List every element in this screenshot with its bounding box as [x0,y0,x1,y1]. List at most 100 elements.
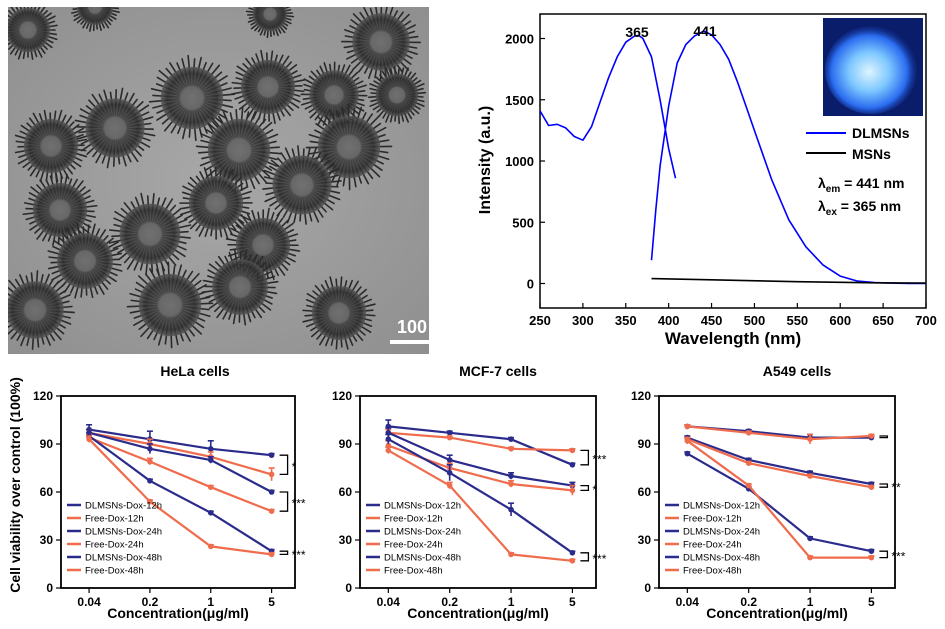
viability-point [147,446,153,452]
spectrum-y-tick-label: 1000 [505,154,534,169]
viability-point [807,535,813,542]
viability-point [508,481,514,487]
viability-point [508,436,514,443]
viability-point [508,551,514,558]
tem-particle [22,172,98,248]
viability-point [446,430,453,436]
viability-point [807,436,813,443]
viability-legend-label: DLMSNs-Dox-24h [85,527,162,538]
viability-series-line [88,435,273,553]
viability-series-line [686,452,872,553]
tem-particle [230,49,306,125]
viability-legend-label: Free-Dox-48h [384,566,443,577]
viability-x-tick-label: 0.04 [377,595,401,609]
tem-particle [108,192,192,276]
spectrum-x-tick-label: 500 [744,313,766,328]
tem-particle [8,7,58,60]
significance-bracket [580,552,590,562]
viability-point [569,447,576,454]
viability-legend-label: DLMSNs-Dox-48h [683,553,760,564]
viability-point [807,554,813,561]
viability-legend-label: DLMSNs-Dox-12h [85,501,162,512]
spectrum-y-tick-label: 500 [512,215,534,230]
viability-y-tick-label: 60 [40,485,54,499]
viability-point [868,433,875,439]
spectrum-x-tick-label: 550 [786,313,808,328]
significance-label: *** [592,453,606,467]
viability-point [207,446,214,452]
tem-particle [148,54,236,142]
viability-series-line [387,431,573,487]
viability-series-line [88,431,272,476]
spectrum-x-tick-label: 700 [915,313,937,328]
tem-particle [74,87,156,169]
viability-series-line [88,436,273,513]
viability-point [446,470,453,476]
spectrum-x-tick-label: 650 [872,313,894,328]
viability-x-tick-label: 0.2 [441,595,458,609]
viability-point [569,487,576,494]
spectrum-peak-label-1: 365 [625,24,649,40]
lambda-ex-label: λex = 365 nm [818,198,901,218]
significance-label: *** [592,552,606,566]
viability-legend-label: Free-Dox-24h [683,540,742,551]
inset-glow [825,26,917,114]
significance-bracket [879,550,889,559]
significance-bracket [279,491,289,512]
viability-x-tick-label: 5 [569,595,576,609]
viability-legend-label: DLMSNs-Dox-12h [683,501,760,512]
viability-y-tick-label: 30 [40,533,54,547]
viability-point [268,508,275,514]
viability-legend-label: DLMSNs-Dox-48h [384,553,461,564]
viability-y-tick-label: 120 [33,389,53,403]
viability-x-tick-label: 1 [807,595,814,609]
viability-legend-label: Free-Dox-24h [384,540,443,551]
viability-x-tick-label: 0.04 [676,595,700,609]
viability-series-line [687,425,872,441]
viability-y-tick-label: 30 [339,533,353,547]
viability-series-line [88,431,273,493]
viability-series-line [387,449,573,562]
viability-point [446,457,453,463]
viability-y-tick-label: 90 [40,437,54,451]
significance-bracket [879,435,889,439]
viability-point [868,548,875,554]
viability-point [684,423,691,430]
significance-label: *** [891,549,905,563]
viability-series-line [388,425,573,466]
viability-legend-label: Free-Dox-48h [683,566,742,577]
viability-point [569,462,576,468]
viability-panel: MCF-7 cells Concentration(μg/ml) 0 30 60 90 12… [332,363,607,621]
viability-x-label: Concentration(μg/ml) [107,605,249,621]
significance-label: * [592,483,597,497]
viability-series-line [88,438,272,556]
tem-particle [71,7,120,32]
viability-series-line [686,438,872,489]
viability-y-tick-label: 0 [345,581,352,595]
spectrum-series-line [650,30,927,285]
significance-label: * [292,460,297,474]
viability-y-tick-label: 60 [638,485,652,499]
viability-point [745,430,752,436]
viability-legend-label: Free-Dox-12h [683,514,742,525]
spectrum-x-tick-label: 250 [529,313,551,328]
significance-bracket [279,454,289,476]
viability-point [508,473,514,479]
viability-y-tick-label: 0 [644,581,651,595]
tem-particles [8,7,427,350]
viability-panel: HeLa cells Concentration(μg/ml) 0 30 60 90 120… [33,363,306,621]
viability-y-tick-label: 120 [631,389,651,403]
viability-point [207,543,214,550]
viability-x-tick-label: 1 [207,595,214,609]
significance-label: *** [292,497,306,511]
viability-x-tick-label: 0.04 [77,595,101,609]
tem-particle [302,276,376,350]
viability-point [684,438,691,444]
viability-legend-label: Free-Dox-12h [85,514,144,525]
viability-series-line [388,431,573,452]
viability-point [868,484,875,491]
viability-point [446,434,453,441]
tem-panel: 100 nm [8,7,466,354]
viability-point [569,558,576,564]
